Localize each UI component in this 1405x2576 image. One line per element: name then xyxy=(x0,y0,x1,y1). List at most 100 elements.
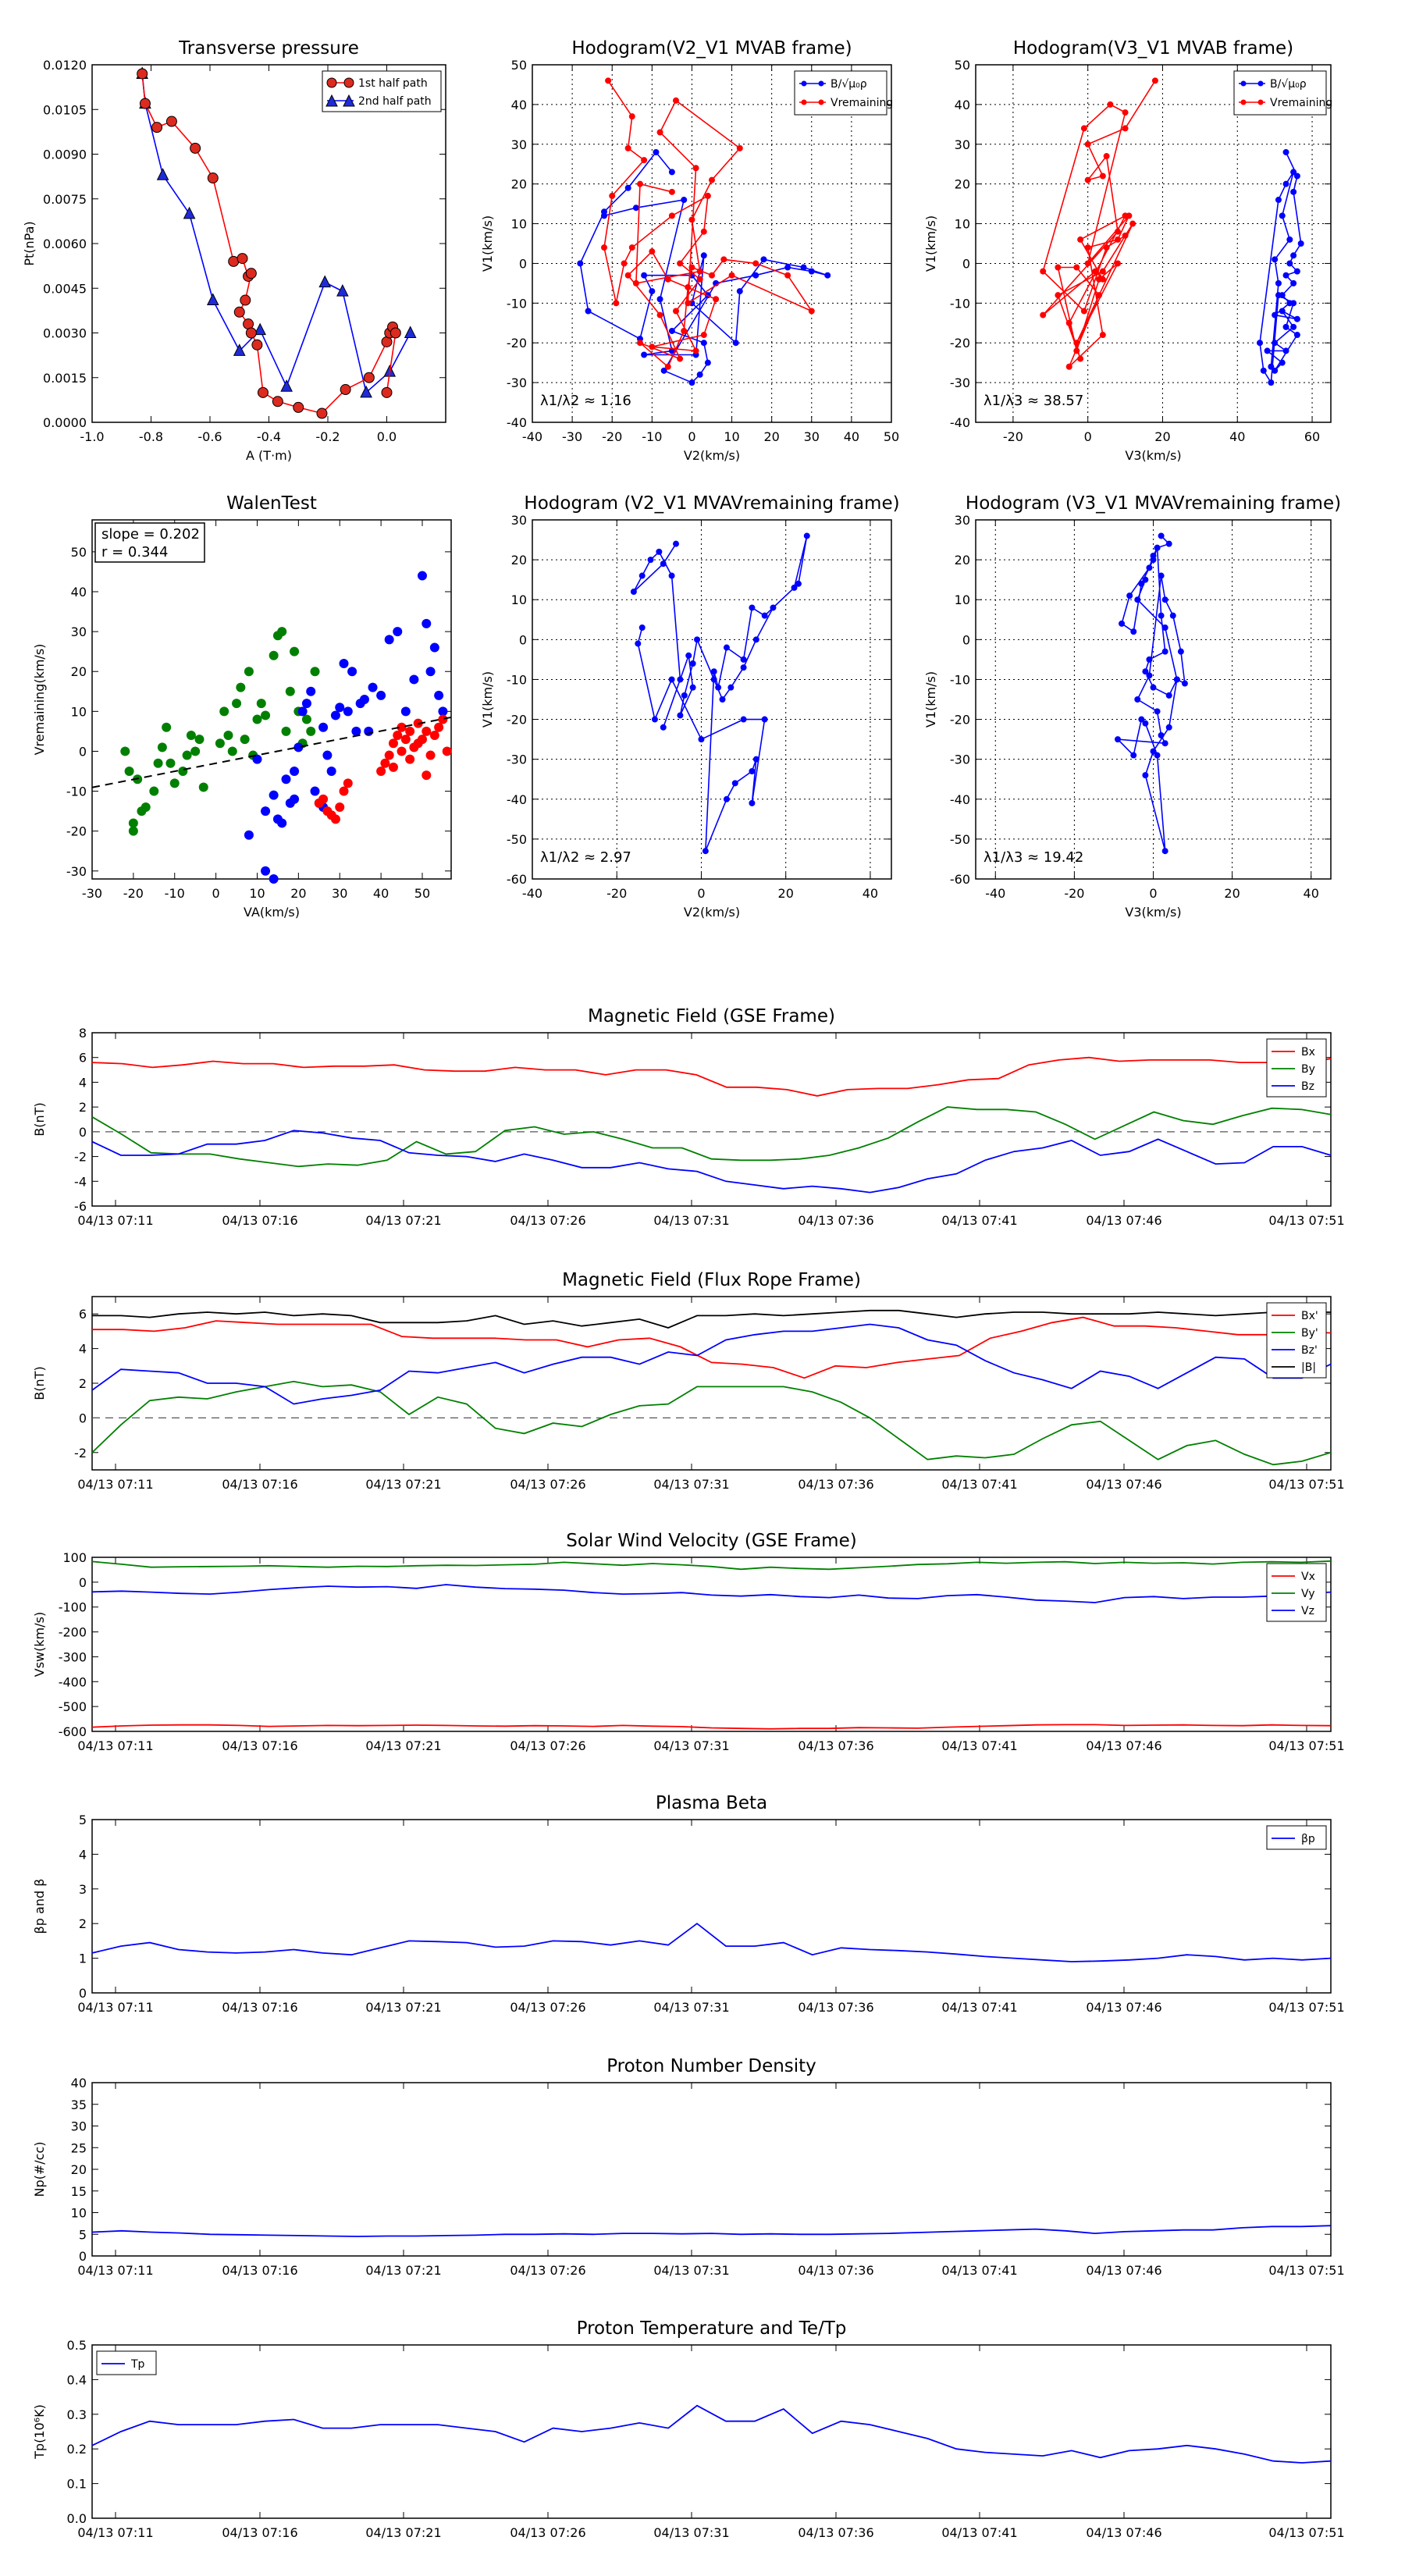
h2-point-B xyxy=(1279,308,1285,314)
h4-point-B xyxy=(1182,681,1187,686)
h1-point-V xyxy=(705,193,710,198)
h1-xlabel: V2(km/s) xyxy=(684,448,740,463)
h4-point-B xyxy=(1162,741,1168,746)
h1-point-V xyxy=(737,145,742,151)
walen-point-green xyxy=(306,727,315,736)
h2-point-V xyxy=(1100,269,1105,274)
walen-point-blue xyxy=(302,699,311,708)
h1-point-V xyxy=(649,249,655,254)
h3-point-B xyxy=(656,549,662,554)
walen-point-green xyxy=(215,738,225,748)
walen-ytick-label: 50 xyxy=(71,545,87,560)
h1-point-B xyxy=(801,265,806,270)
tp-xtick-label: 04/13 07:41 xyxy=(941,2525,1017,2540)
walen-point-blue xyxy=(368,683,378,692)
h1-xtick-label: -20 xyxy=(602,429,622,444)
walen-point-green xyxy=(158,742,167,752)
h3-point-B xyxy=(686,653,692,658)
walen-point-green xyxy=(261,710,270,720)
h1-ytick-label: 30 xyxy=(511,137,527,152)
h2-point-V xyxy=(1122,233,1128,238)
walen-point-blue xyxy=(438,706,447,716)
walen-point-red xyxy=(340,787,349,796)
walen-point-green xyxy=(125,767,134,776)
h2-point-V xyxy=(1104,245,1109,251)
h2-point-B xyxy=(1275,197,1281,203)
vsw-ytick-label: 0 xyxy=(79,1575,87,1590)
h4-point-B xyxy=(1158,573,1164,578)
h1-point-B xyxy=(689,380,695,386)
walen-point-blue xyxy=(347,667,357,676)
h2-point-B xyxy=(1298,241,1304,247)
vsw-xtick-label: 04/13 07:51 xyxy=(1268,1738,1344,1753)
bgse-ytick-label: 0 xyxy=(79,1125,87,1140)
h1-point-V xyxy=(678,261,683,266)
pt-legend-1st: 1st half path xyxy=(358,77,428,90)
bfr-xtick-label: 04/13 07:21 xyxy=(365,1477,441,1492)
h4-point-B xyxy=(1151,557,1156,563)
pt-series-1st-marker xyxy=(272,397,283,407)
h2-point-B xyxy=(1275,293,1281,298)
walen-point-green xyxy=(290,647,299,656)
h3-axes-frame xyxy=(532,520,891,879)
walen-point-red xyxy=(422,727,431,736)
h3-xtick-label: 20 xyxy=(778,886,794,901)
h2-point-V xyxy=(1085,245,1090,251)
h1-point-B xyxy=(737,289,742,294)
h1-ratio: λ1/λ2 ≈ 1.16 xyxy=(540,393,631,409)
np-xtick-label: 04/13 07:51 xyxy=(1268,2263,1344,2278)
h2-ytick-label: -30 xyxy=(950,375,970,390)
h1-xtick-label: 10 xyxy=(724,429,739,444)
h4-ytick-label: 0 xyxy=(962,632,970,647)
h4-ytick-label: -40 xyxy=(950,792,970,807)
h1-point-V xyxy=(657,130,663,135)
h3-ytick-label: 20 xyxy=(511,553,527,568)
walen-point-red xyxy=(376,767,386,776)
h2-point-V xyxy=(1104,154,1109,159)
h1-point-V xyxy=(693,165,699,171)
bfr-xtick-label: 04/13 07:31 xyxy=(653,1477,729,1492)
np-ytick-label: 20 xyxy=(71,2162,87,2177)
h2-title: Hodogram(V3_V1 MVAB frame) xyxy=(1013,38,1293,59)
h4-point-B xyxy=(1147,565,1152,571)
h4-point-B xyxy=(1119,621,1125,626)
np-ytick-label: 25 xyxy=(71,2140,87,2155)
walen-ytick-label: 30 xyxy=(71,624,87,639)
h2-ytick-label: 10 xyxy=(955,217,970,232)
walen-point-green xyxy=(120,746,130,756)
h1-xtick-label: -10 xyxy=(642,429,662,444)
vsw-legend-0: Vx xyxy=(1301,1571,1315,1583)
h4-point-B xyxy=(1162,649,1168,654)
h3-point-B xyxy=(804,533,809,539)
pt-series-1st-marker xyxy=(390,328,400,338)
tp-xtick-label: 04/13 07:51 xyxy=(1268,2525,1344,2540)
h2-point-V xyxy=(1122,126,1128,131)
np-ytick-label: 0 xyxy=(79,2249,87,2264)
h1-point-V xyxy=(625,272,631,278)
walen-point-blue xyxy=(290,795,299,804)
h3-ytick-label: 10 xyxy=(511,592,527,607)
h3-ytick-label: 30 xyxy=(511,513,527,528)
h1-point-V xyxy=(685,301,691,306)
beta-xtick-label: 04/13 07:26 xyxy=(510,2000,585,2015)
walen-point-red xyxy=(401,735,411,744)
h1-xtick-label: -30 xyxy=(562,429,582,444)
h2-point-V xyxy=(1115,229,1121,234)
h4-point-B xyxy=(1115,737,1121,742)
h3-xtick-label: -20 xyxy=(606,886,627,901)
h4-ytick-label: -10 xyxy=(950,672,970,687)
walen-point-green xyxy=(141,802,151,812)
h1-point-V xyxy=(701,333,706,338)
beta-xtick-label: 04/13 07:21 xyxy=(365,2000,441,2015)
walen-point-red xyxy=(318,795,328,804)
bfr-xtick-label: 04/13 07:51 xyxy=(1268,1477,1344,1492)
h1-point-V xyxy=(713,297,719,302)
h4-ratio: λ1/λ3 ≈ 19.42 xyxy=(984,849,1083,866)
h2-point-B xyxy=(1272,340,1278,346)
h1-xtick-label: 40 xyxy=(844,429,859,444)
h1-point-V xyxy=(710,177,715,183)
beta-ytick-label: 3 xyxy=(79,1882,87,1897)
h4-point-B xyxy=(1166,724,1172,730)
vsw-xtick-label: 04/13 07:16 xyxy=(222,1738,297,1753)
h3-point-B xyxy=(669,677,674,682)
